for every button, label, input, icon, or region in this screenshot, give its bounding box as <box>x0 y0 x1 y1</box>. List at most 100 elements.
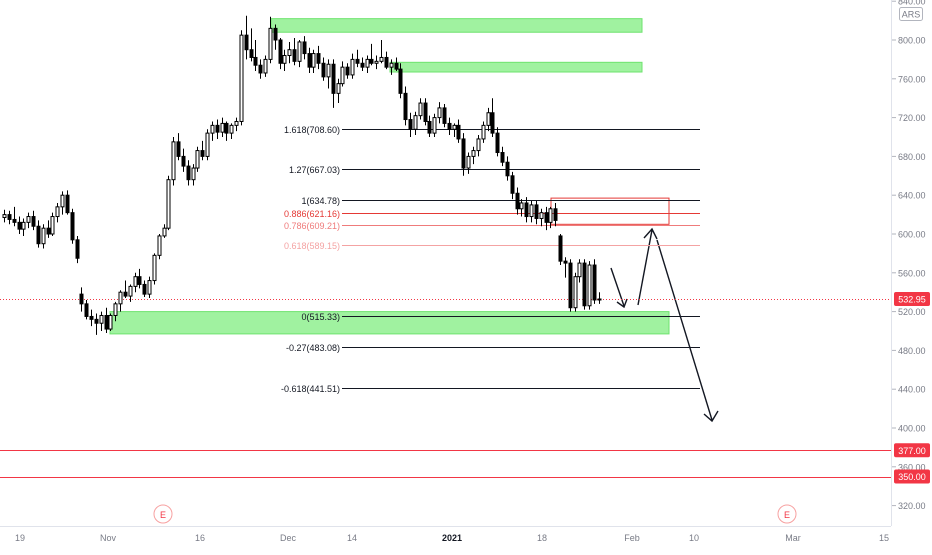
candle-body[interactable] <box>316 53 321 64</box>
candle-body[interactable] <box>466 155 471 169</box>
candle-body[interactable] <box>544 212 549 223</box>
target-zone[interactable] <box>550 197 670 225</box>
candle-body[interactable] <box>452 124 457 130</box>
current-price-badge[interactable] <box>894 292 930 307</box>
candle-body[interactable] <box>137 276 142 285</box>
candle-body[interactable] <box>104 314 109 330</box>
candle-body[interactable] <box>258 64 263 74</box>
candle-body[interactable] <box>302 41 307 55</box>
candle-body[interactable] <box>548 208 553 223</box>
candle-body[interactable] <box>336 83 341 94</box>
candle-body[interactable] <box>568 262 573 309</box>
supply-zone[interactable] <box>389 61 643 73</box>
event-marker[interactable]: E <box>153 504 173 524</box>
candle-body[interactable] <box>128 285 133 297</box>
candle-body[interactable] <box>229 124 234 134</box>
candle-body[interactable] <box>413 115 418 130</box>
candle-body[interactable] <box>234 120 239 126</box>
candle-body[interactable] <box>563 260 568 264</box>
candle-body[interactable] <box>510 175 515 194</box>
candle-body[interactable] <box>31 216 36 227</box>
candle-body[interactable] <box>389 62 394 68</box>
demand-zone[interactable] <box>109 311 670 335</box>
candle-body[interactable] <box>239 34 244 122</box>
candle-body[interactable] <box>70 212 75 241</box>
candle-body[interactable] <box>123 291 128 297</box>
candle-body[interactable] <box>476 138 481 152</box>
candle-body[interactable] <box>326 63 331 78</box>
currency-badge[interactable]: ARS <box>899 7 923 21</box>
candle-body[interactable] <box>471 150 476 157</box>
candle-body[interactable] <box>307 53 312 68</box>
candle-body[interactable] <box>331 63 336 94</box>
candle-body[interactable] <box>408 119 413 130</box>
candle-body[interactable] <box>437 107 442 119</box>
candle-body[interactable] <box>79 293 84 305</box>
candle-body[interactable] <box>41 227 46 245</box>
candle-body[interactable] <box>287 49 292 57</box>
candle-body[interactable] <box>505 161 510 177</box>
candle-body[interactable] <box>186 165 191 181</box>
candle-body[interactable] <box>278 39 283 64</box>
candle-body[interactable] <box>394 62 399 70</box>
candle-body[interactable] <box>12 218 17 223</box>
candle-body[interactable] <box>423 102 428 122</box>
candle-body[interactable] <box>166 179 171 229</box>
candle-body[interactable] <box>215 124 220 133</box>
candle-body[interactable] <box>89 315 94 320</box>
candle-body[interactable] <box>220 122 225 133</box>
price-level-badge[interactable] <box>894 443 930 458</box>
candle-body[interactable] <box>224 122 229 134</box>
candle-body[interactable] <box>524 202 529 218</box>
candle-body[interactable] <box>55 206 60 218</box>
candle-body[interactable] <box>529 204 534 218</box>
candle-body[interactable] <box>369 58 374 64</box>
candle-body[interactable] <box>587 264 592 307</box>
candle-body[interactable] <box>558 235 563 262</box>
candle-body[interactable] <box>379 56 384 62</box>
candle-body[interactable] <box>384 56 389 68</box>
supply-zone[interactable] <box>270 18 643 33</box>
candle-body[interactable] <box>592 264 597 301</box>
candle-body[interactable] <box>108 314 113 330</box>
candle-body[interactable] <box>50 216 55 235</box>
candle-body[interactable] <box>297 41 302 62</box>
candle-body[interactable] <box>181 155 186 167</box>
event-marker[interactable]: E <box>777 504 797 524</box>
candle-body[interactable] <box>577 262 582 278</box>
candle-body[interactable] <box>133 276 138 287</box>
candle-body[interactable] <box>65 194 70 214</box>
candle-body[interactable] <box>195 150 200 169</box>
candle-body[interactable] <box>60 194 65 208</box>
candle-body[interactable] <box>597 298 602 301</box>
candle-body[interactable] <box>2 214 7 219</box>
candle-body[interactable] <box>152 254 157 282</box>
candle-body[interactable] <box>427 120 432 134</box>
candle-body[interactable] <box>244 34 249 51</box>
candle-body[interactable] <box>99 314 104 324</box>
price-level-badge[interactable] <box>894 469 930 484</box>
candle-body[interactable] <box>360 62 365 68</box>
candle-body[interactable] <box>36 225 41 245</box>
candle-body[interactable] <box>486 112 491 126</box>
candle-body[interactable] <box>374 60 379 64</box>
candle-body[interactable] <box>147 280 152 295</box>
candle-body[interactable] <box>268 27 273 60</box>
candle-body[interactable] <box>75 239 80 259</box>
candle-body[interactable] <box>403 92 408 121</box>
candle-body[interactable] <box>84 303 89 317</box>
candle-body[interactable] <box>176 141 181 157</box>
candle-body[interactable] <box>21 221 26 230</box>
candle-body[interactable] <box>447 122 452 130</box>
candle-body[interactable] <box>171 141 176 181</box>
candle-body[interactable] <box>495 132 500 154</box>
candle-body[interactable] <box>481 124 486 140</box>
candle-body[interactable] <box>534 204 539 219</box>
candle-body[interactable] <box>432 117 437 134</box>
candle-body[interactable] <box>118 291 123 305</box>
candle-body[interactable] <box>142 283 147 295</box>
candle-body[interactable] <box>345 66 350 76</box>
candle-body[interactable] <box>253 56 258 66</box>
candle-body[interactable] <box>210 124 215 134</box>
candle-body[interactable] <box>162 227 167 237</box>
